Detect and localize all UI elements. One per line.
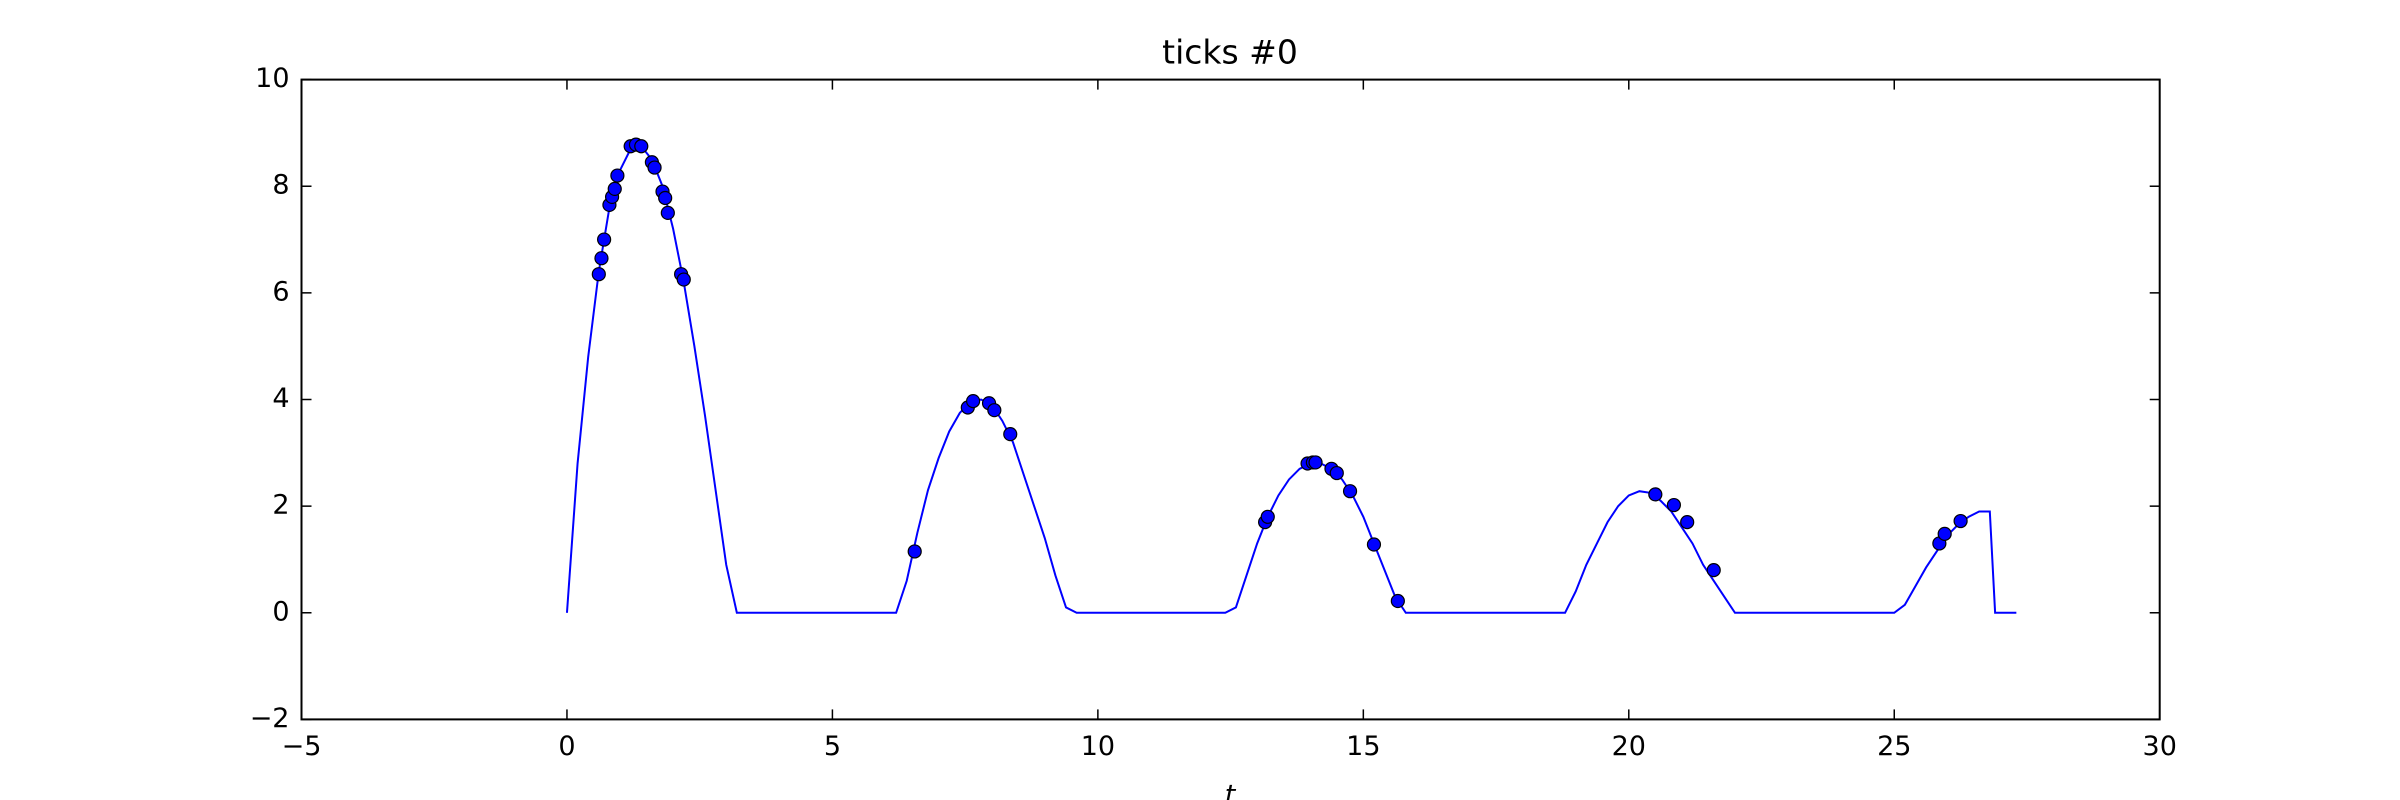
data-line: [565, 145, 2017, 614]
data-point: [1680, 515, 1695, 530]
x-tick-label: −5: [282, 731, 322, 762]
plot-frame: [300, 78, 2161, 721]
data-point: [1390, 593, 1405, 609]
data-point: [597, 232, 612, 247]
y-tick-label: 4: [272, 383, 289, 414]
data-point: [1329, 465, 1344, 481]
data-point: [1366, 537, 1382, 552]
chart-title: ticks #0: [1162, 33, 1298, 72]
data-point: [1003, 427, 1018, 442]
y-tick-label: 8: [272, 170, 289, 201]
data-point: [676, 272, 691, 287]
y-tick-label: 0: [272, 596, 289, 627]
data-point: [634, 139, 649, 154]
data-point: [1706, 563, 1721, 578]
y-tick-label: 2: [272, 490, 289, 521]
x-axis-label: t: [1225, 780, 1237, 800]
data-point: [1953, 513, 1968, 529]
x-tick-label: 25: [1877, 731, 1911, 762]
x-tick-label: 0: [558, 731, 575, 762]
data-point: [591, 267, 606, 282]
x-tick-label: 30: [2143, 731, 2177, 762]
data-point: [660, 205, 675, 220]
x-tick-label: 10: [1081, 731, 1115, 762]
data-point: [1666, 497, 1682, 513]
data-point: [647, 160, 662, 175]
data-point: [594, 251, 609, 266]
data-point: [1308, 455, 1323, 470]
data-point: [907, 544, 922, 559]
x-tick-label: 15: [1346, 731, 1380, 762]
x-tick-label: 5: [824, 731, 841, 762]
data-point: [1648, 487, 1663, 502]
data-point: [1342, 484, 1358, 499]
data-point: [1260, 509, 1275, 524]
data-point: [610, 168, 625, 183]
data-point: [658, 190, 673, 206]
data-point: [966, 393, 981, 409]
data-point: [607, 181, 622, 196]
y-tick-label: 6: [272, 276, 289, 307]
data-point: [987, 403, 1002, 418]
data-point: [1937, 526, 1952, 541]
y-tick-label: 10: [255, 63, 289, 94]
x-tick-label: 20: [1612, 731, 1646, 762]
y-tick-label: −2: [250, 703, 290, 734]
